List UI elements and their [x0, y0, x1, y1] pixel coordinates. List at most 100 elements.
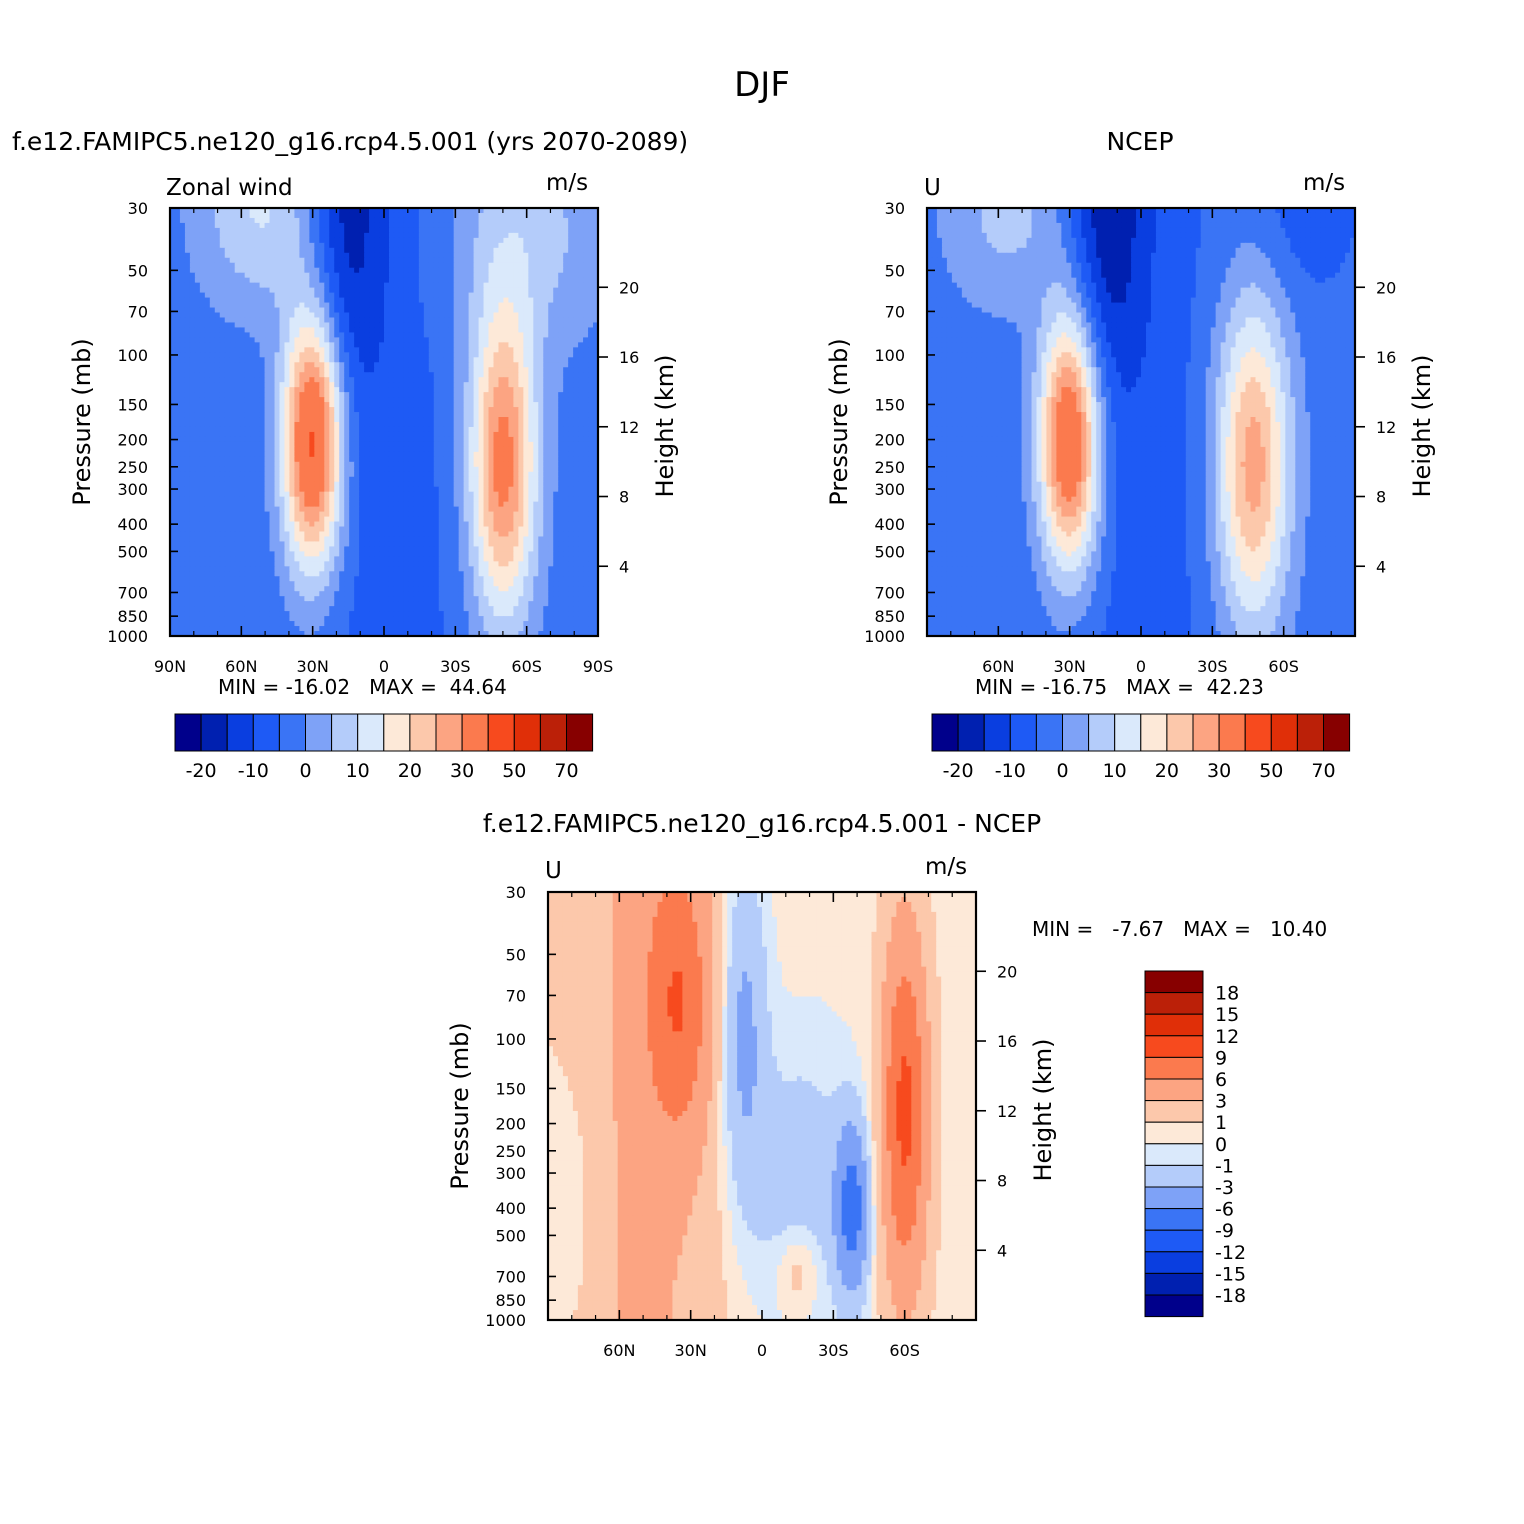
contour-cell	[394, 457, 400, 463]
contour-cell	[469, 273, 475, 279]
contour-cell	[289, 273, 295, 279]
contour-cell	[190, 357, 196, 363]
contour-cell	[558, 407, 564, 413]
contour-cell	[429, 467, 435, 473]
contour-cell	[260, 412, 266, 418]
contour-cell	[349, 248, 355, 254]
contour-cell	[518, 412, 524, 418]
contour-cell	[314, 437, 320, 443]
contour-cell	[444, 223, 450, 229]
contour-cell	[518, 467, 524, 473]
contour-cell	[583, 253, 589, 259]
contour-cell	[299, 367, 305, 373]
contour-cell	[498, 362, 504, 368]
contour-cell	[548, 243, 554, 249]
contour-cell	[304, 223, 310, 229]
contour-cell	[334, 308, 340, 314]
contour-cell	[538, 258, 544, 264]
contour-cell	[489, 322, 495, 328]
contour-cell	[334, 288, 340, 294]
contour-cell	[299, 377, 305, 383]
contour-cell	[185, 258, 191, 264]
contour-cell	[284, 452, 290, 458]
contour-cell	[275, 317, 281, 323]
contour-cell	[404, 337, 410, 343]
contour-cell	[314, 477, 320, 483]
contour-cell	[329, 293, 335, 299]
contour-cell	[583, 412, 589, 418]
contour-cell	[319, 293, 325, 299]
contour-cell	[279, 248, 285, 254]
contour-cell	[384, 397, 390, 403]
contour-cell	[583, 452, 589, 458]
contour-cell	[414, 322, 420, 328]
contour-cell	[548, 447, 554, 453]
contour-cell	[424, 213, 430, 219]
contour-cell	[265, 332, 271, 338]
contour-cell	[553, 352, 559, 358]
contour-cell	[533, 462, 539, 468]
contour-cell	[195, 263, 201, 269]
contour-cell	[528, 268, 534, 274]
contour-cell	[210, 332, 216, 338]
contour-cell	[314, 462, 320, 468]
contour-cell	[449, 243, 455, 249]
contour-cell	[240, 243, 246, 249]
contour-cell	[419, 472, 425, 478]
contour-cell	[498, 397, 504, 403]
contour-cell	[275, 407, 281, 413]
contour-cell	[543, 357, 549, 363]
contour-cell	[319, 482, 325, 488]
contour-cell	[215, 288, 221, 294]
contour-cell	[235, 298, 241, 304]
contour-cell	[578, 447, 584, 453]
contour-cell	[190, 233, 196, 239]
contour-cell	[215, 382, 221, 388]
contour-cell	[260, 283, 266, 289]
contour-cell	[558, 412, 564, 418]
contour-cell	[464, 273, 470, 279]
contour-cell	[528, 482, 534, 488]
contour-cell	[429, 223, 435, 229]
contour-cell	[553, 253, 559, 259]
contour-cell	[200, 377, 206, 383]
contour-cell	[304, 392, 310, 398]
contour-cell	[275, 467, 281, 473]
contour-cell	[409, 402, 415, 408]
contour-cell	[265, 367, 271, 373]
contour-cell	[474, 293, 480, 299]
contour-cell	[384, 327, 390, 333]
contour-cell	[260, 213, 266, 219]
contour-cell	[404, 347, 410, 353]
contour-cell	[255, 482, 261, 488]
contour-cell	[548, 308, 554, 314]
contour-cell	[493, 402, 499, 408]
contour-cell	[414, 362, 420, 368]
contour-cell	[399, 293, 405, 299]
contour-cell	[319, 288, 325, 294]
contour-cell	[270, 422, 276, 428]
contour-cell	[374, 347, 380, 353]
contour-cell	[240, 218, 246, 224]
contour-cell	[329, 362, 335, 368]
contour-cell	[528, 228, 534, 234]
contour-cell	[289, 337, 295, 343]
contour-cell	[548, 317, 554, 323]
contour-cell	[464, 278, 470, 284]
contour-cell	[563, 337, 569, 343]
contour-cell	[479, 253, 485, 259]
contour-cell	[344, 367, 350, 373]
contour-cell	[449, 352, 455, 358]
contour-cell	[563, 382, 569, 388]
contour-cell	[538, 332, 544, 338]
contour-cell	[374, 213, 380, 219]
contour-cell	[354, 477, 360, 483]
contour-cell	[180, 392, 186, 398]
contour-cell	[528, 308, 534, 314]
contour-cell	[240, 347, 246, 353]
contour-cell	[513, 382, 519, 388]
contour-cell	[543, 362, 549, 368]
contour-cell	[538, 372, 544, 378]
contour-cell	[265, 492, 271, 498]
contour-cell	[573, 477, 579, 483]
